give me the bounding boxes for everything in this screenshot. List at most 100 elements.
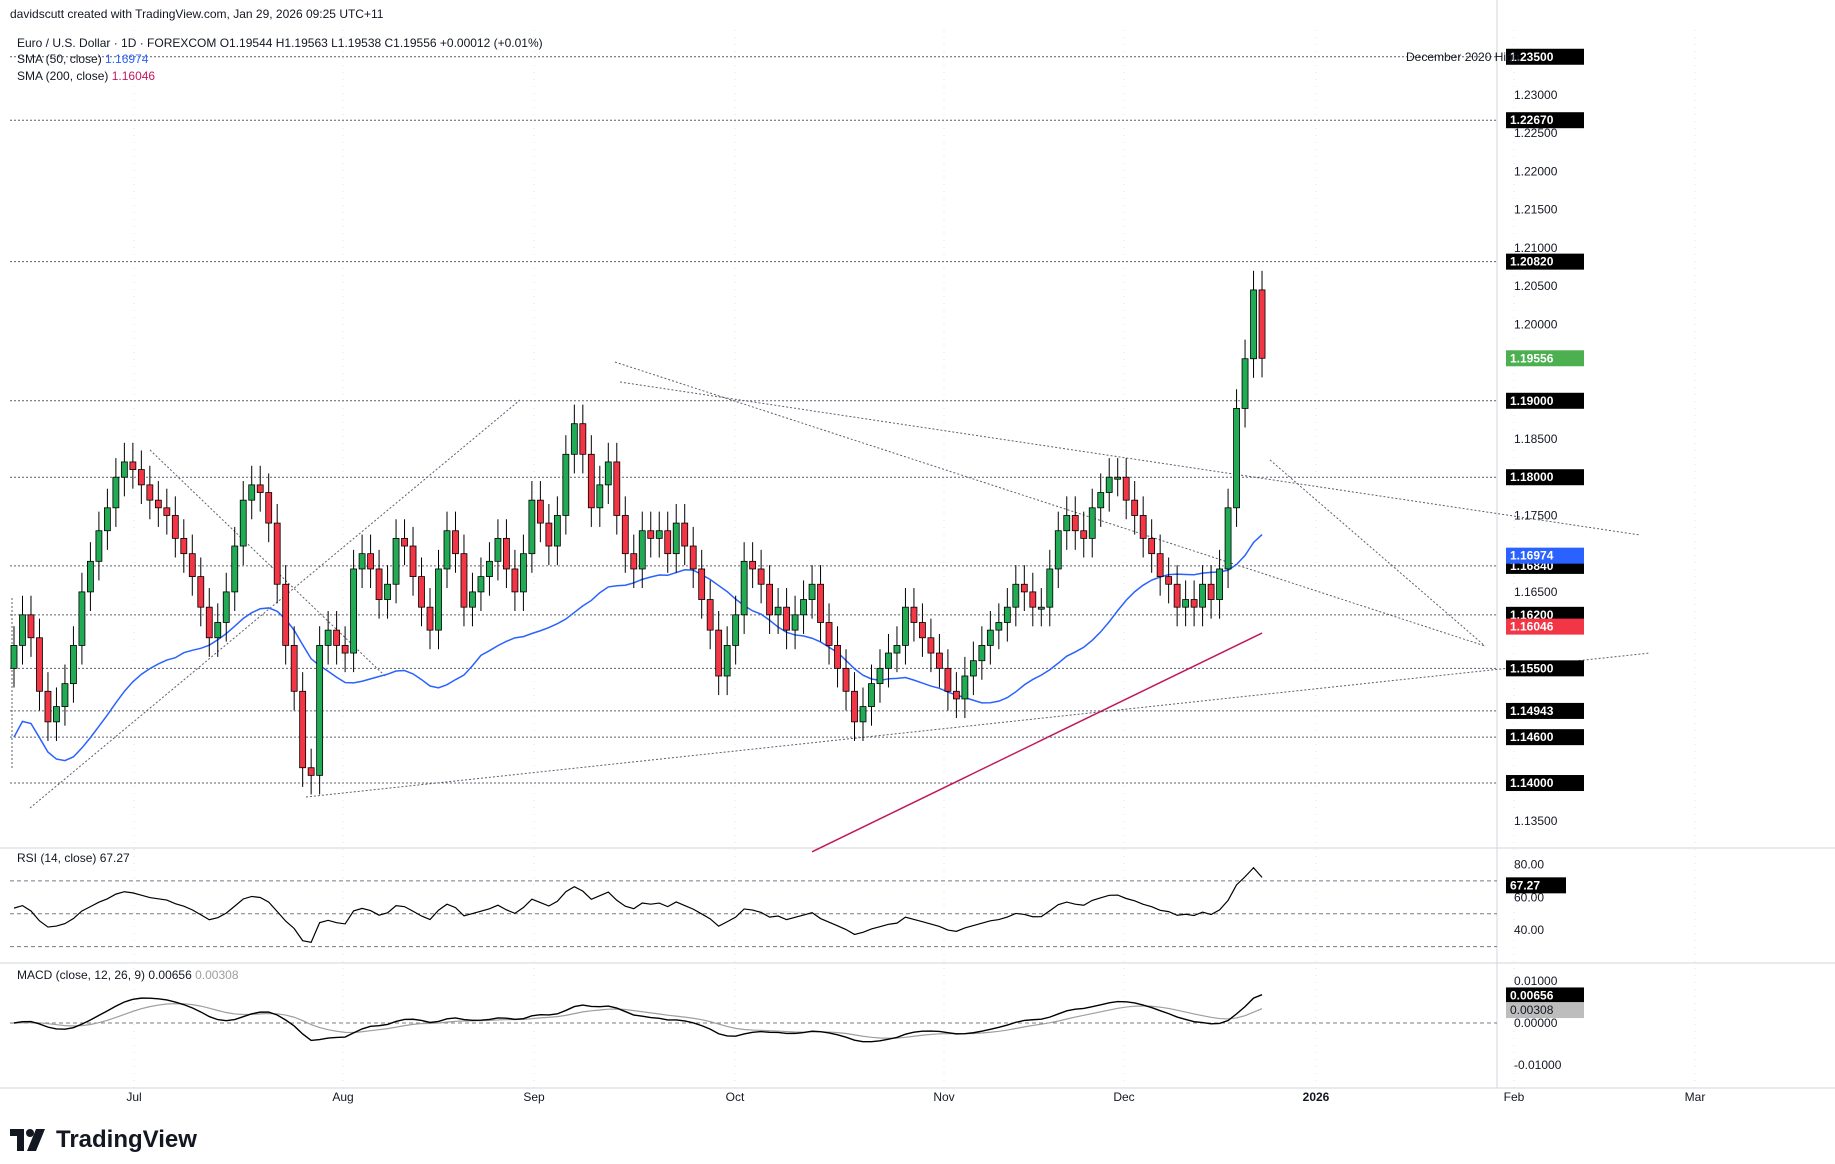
candle-body [154,499,162,509]
candle-body [910,606,918,623]
candle-body [180,537,188,555]
candle-body [53,706,60,723]
candle-body [749,560,757,570]
candle-body [1029,591,1037,608]
rsi-line [13,866,1263,944]
candle-body [587,453,595,509]
candle-body [783,606,790,631]
candle-body [409,545,417,578]
level-label-9: 1.14600 [1510,730,1554,744]
candle-body [672,522,680,555]
candle-body [36,637,43,692]
macd-tick-0: 0.01000 [1514,974,1558,988]
candle-body [1088,507,1096,539]
signal-badge-label: 0.00308 [1510,1003,1554,1017]
candle-body [299,690,307,769]
x-tick-3: Oct [726,1090,745,1104]
sma50-line [13,534,1263,762]
candle-body [528,499,536,555]
candle-body [452,530,459,555]
horizontal-levels [10,56,1497,784]
rsi-tick-0: 80.00 [1514,857,1544,871]
candle-body [1233,408,1240,509]
time-axis: Jul Aug Sep Oct Nov Dec 2026 Feb Mar [126,1090,1705,1104]
candle-body [766,583,774,616]
candle-body [902,606,909,646]
candle-body [197,576,205,608]
candle-body [1165,576,1173,585]
candle-body [205,606,213,639]
candle-body [1190,599,1198,608]
candle-body [952,690,960,700]
trendline-5 [1269,459,1486,647]
candle-body [969,660,977,677]
sma50-legend[interactable]: SMA (50, close) 1.16974 [17,52,148,66]
x-tick-6: 2026 [1303,1090,1330,1104]
level-badge-7 [1506,660,1584,677]
candle-body [919,622,926,639]
candle-body [664,530,672,555]
candle-body [1182,599,1190,608]
candle-body [944,667,952,692]
trendlines [11,361,1651,809]
rsi-legend[interactable]: RSI (14, close) 67.27 [17,851,130,865]
macd-label: MACD (close, 12, 26, 9) [17,968,146,982]
candle-body [87,560,94,593]
candle-body [231,545,239,593]
candle-body [1012,583,1020,608]
candle-body [384,583,391,600]
level-label-4: 1.18000 [1510,470,1554,484]
candles [10,270,1266,795]
level-label-2: 1.20820 [1510,255,1554,269]
candle-body [1173,583,1181,608]
candle-body [978,645,986,662]
sma200-legend[interactable]: SMA (200, close) 1.16046 [17,69,155,83]
rsi-label: RSI (14, close) [17,851,97,865]
level-label-10: 1.14000 [1510,776,1554,790]
y-tick-0: 1.23000 [1514,88,1558,102]
candle-body [418,576,425,608]
level-badge-8 [1506,702,1584,719]
candle-body [868,683,875,707]
candle-body [486,560,493,578]
candle-body [248,484,256,501]
candle-body [893,645,901,654]
candle-body [78,591,86,646]
candle-body [851,690,858,723]
candle-body [604,461,612,486]
macd-tick-1: 0.00000 [1514,1016,1558,1030]
candle-body [1003,606,1011,623]
candle-body [647,530,655,539]
macd-line [13,994,1263,1043]
candle-body [1097,492,1105,509]
candle-body [103,507,111,532]
sma-badge-label-1: 1.16046 [1510,620,1554,634]
signal-badge [1506,1002,1584,1019]
candle-body [1037,606,1045,610]
candle-body [681,522,689,547]
candle-body [214,622,222,639]
candle-body [19,614,26,646]
candle-body [112,476,120,509]
candle-body [70,645,77,685]
candle-body [545,522,553,547]
x-tick-8: Mar [1685,1090,1706,1104]
candle-body [927,637,935,654]
symbol-legend[interactable]: Euro / U.S. Dollar · 1D · FOREXCOM O1.19… [17,36,543,50]
macd-legend[interactable]: MACD (close, 12, 26, 9) 0.00656 0.00308 [17,968,239,982]
candle-body [520,553,527,593]
candle-body [1241,358,1249,409]
candle-body [1156,553,1164,578]
y-tick-3: 1.21500 [1514,203,1558,217]
candle-body [435,568,442,631]
macd-badge-label: 0.00656 [1510,988,1554,1002]
candle-body [171,515,179,539]
tradingview-logo-icon [10,1129,45,1151]
candle-body [460,553,468,608]
sma-badge-label-0: 1.16974 [1510,549,1554,563]
candle-body [732,614,740,646]
y-tick-2: 1.22000 [1514,164,1558,178]
candle-body [316,645,324,776]
tradingview-logo[interactable]: TradingView [10,1126,197,1154]
